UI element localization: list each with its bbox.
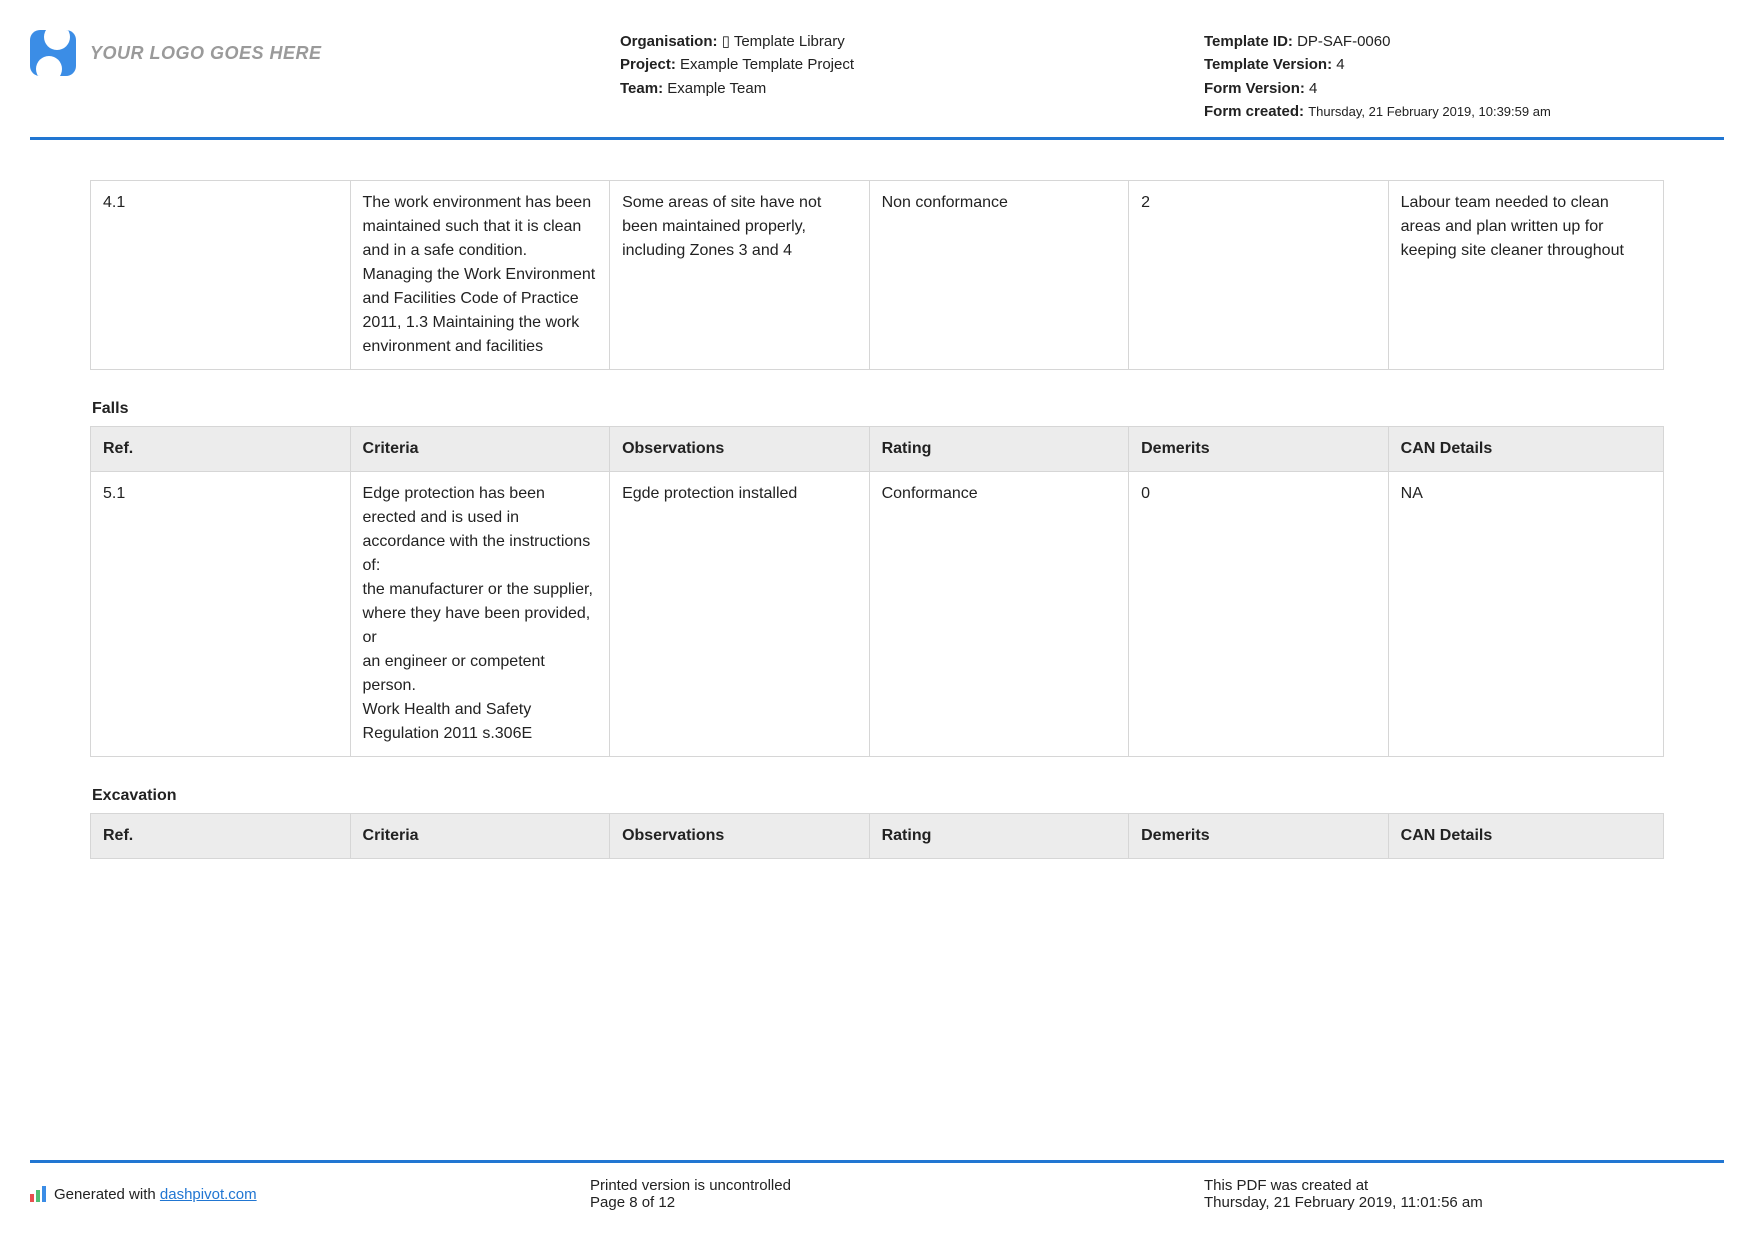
section-title-excavation: Excavation	[92, 787, 1664, 805]
dashpivot-link[interactable]: dashpivot.com	[160, 1186, 257, 1203]
dashpivot-icon	[30, 1186, 46, 1202]
col-observations: Observations	[610, 814, 870, 859]
form-version-value: 4	[1309, 80, 1317, 97]
section1-table: 4.1 The work environment has been mainta…	[90, 180, 1664, 370]
logo-placeholder-text: YOUR LOGO GOES HERE	[90, 43, 322, 64]
project-value: Example Template Project	[680, 56, 854, 73]
col-criteria: Criteria	[350, 814, 610, 859]
col-rating: Rating	[869, 814, 1129, 859]
template-version-label: Template Version:	[1204, 56, 1332, 73]
col-ref: Ref.	[91, 814, 351, 859]
table-row: 5.1 Edge protection has been erected and…	[91, 472, 1664, 757]
col-demerits: Demerits	[1129, 814, 1389, 859]
cell-can: Labour team needed to clean areas and pl…	[1388, 181, 1663, 370]
team-label: Team:	[620, 80, 663, 97]
cell-criteria: The work environment has been maintained…	[350, 181, 610, 370]
cell-demerits: 2	[1129, 181, 1389, 370]
section2-table: Ref. Criteria Observations Rating Demeri…	[90, 426, 1664, 757]
page-footer: Generated with dashpivot.com Printed ver…	[30, 1160, 1724, 1211]
form-created-label: Form created:	[1204, 103, 1304, 120]
col-can: CAN Details	[1388, 814, 1663, 859]
cell-can: NA	[1388, 472, 1663, 757]
col-observations: Observations	[610, 427, 870, 472]
form-created-value: Thursday, 21 February 2019, 10:39:59 am	[1308, 104, 1551, 119]
template-id-label: Template ID:	[1204, 33, 1293, 50]
page: YOUR LOGO GOES HERE Organisation: ▯ Temp…	[0, 0, 1754, 1239]
generated-prefix: Generated with	[54, 1186, 160, 1203]
content-area: 4.1 The work environment has been mainta…	[30, 140, 1724, 859]
header-meta-right: Template ID: DP-SAF-0060 Template Versio…	[1204, 30, 1724, 123]
cell-rating: Non conformance	[869, 181, 1129, 370]
header-meta-left: Organisation: ▯ Template Library Project…	[620, 30, 1174, 100]
page-header: YOUR LOGO GOES HERE Organisation: ▯ Temp…	[30, 30, 1724, 140]
cell-criteria: Edge protection has been erected and is …	[350, 472, 610, 757]
org-value: ▯ Template Library	[722, 33, 845, 50]
col-demerits: Demerits	[1129, 427, 1389, 472]
col-rating: Rating	[869, 427, 1129, 472]
form-version-label: Form Version:	[1204, 80, 1305, 97]
pdf-created-label: This PDF was created at	[1204, 1177, 1724, 1194]
table-header-row: Ref. Criteria Observations Rating Demeri…	[91, 814, 1664, 859]
page-number: Page 8 of 12	[590, 1194, 1204, 1211]
cell-observations: Some areas of site have not been maintai…	[610, 181, 870, 370]
cell-demerits: 0	[1129, 472, 1389, 757]
cell-observations: Egde protection installed	[610, 472, 870, 757]
logo-icon	[30, 30, 76, 76]
col-ref: Ref.	[91, 427, 351, 472]
cell-ref: 5.1	[91, 472, 351, 757]
section3-table: Ref. Criteria Observations Rating Demeri…	[90, 813, 1664, 859]
cell-ref: 4.1	[91, 181, 351, 370]
footer-right: This PDF was created at Thursday, 21 Feb…	[1204, 1177, 1724, 1211]
footer-left: Generated with dashpivot.com	[30, 1177, 590, 1211]
table-header-row: Ref. Criteria Observations Rating Demeri…	[91, 427, 1664, 472]
logo-block: YOUR LOGO GOES HERE	[30, 30, 590, 76]
uncontrolled-note: Printed version is uncontrolled	[590, 1177, 1204, 1194]
cell-rating: Conformance	[869, 472, 1129, 757]
org-label: Organisation:	[620, 33, 718, 50]
template-version-value: 4	[1336, 56, 1344, 73]
template-id-value: DP-SAF-0060	[1297, 33, 1390, 50]
section-title-falls: Falls	[92, 400, 1664, 418]
footer-middle: Printed version is uncontrolled Page 8 o…	[590, 1177, 1204, 1211]
col-can: CAN Details	[1388, 427, 1663, 472]
col-criteria: Criteria	[350, 427, 610, 472]
project-label: Project:	[620, 56, 676, 73]
pdf-created-value: Thursday, 21 February 2019, 11:01:56 am	[1204, 1194, 1724, 1211]
table-row: 4.1 The work environment has been mainta…	[91, 181, 1664, 370]
team-value: Example Team	[667, 80, 766, 97]
